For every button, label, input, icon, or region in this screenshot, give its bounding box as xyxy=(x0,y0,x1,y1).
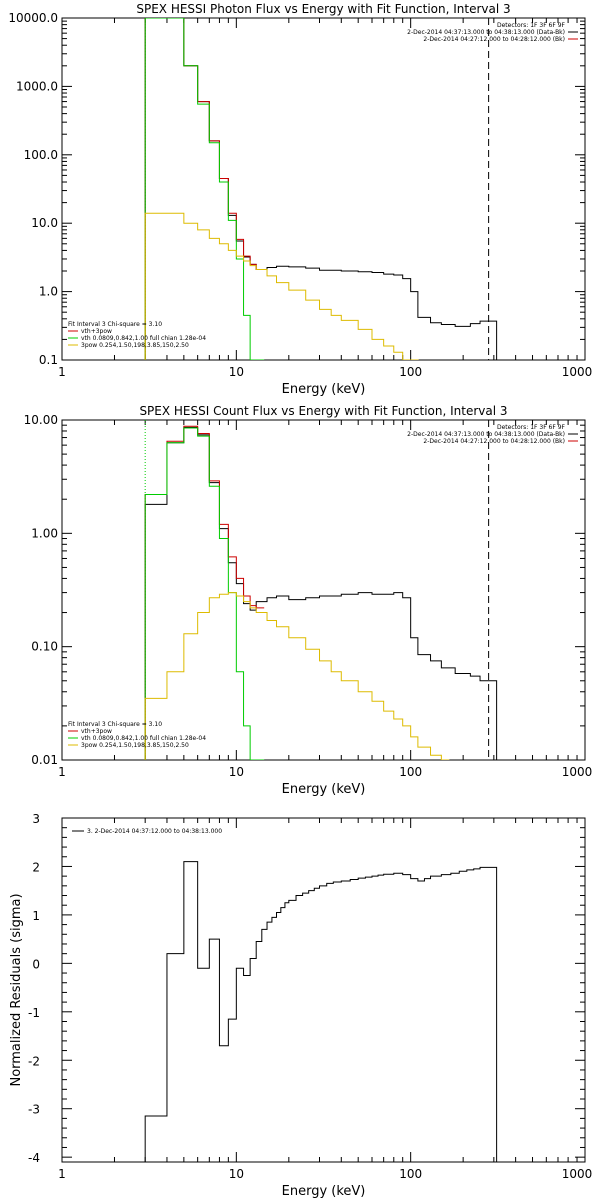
legend-bottom-entry: 3pow 0.254,1.50,198,3.85,150,2.50 xyxy=(81,342,189,349)
chart-panel-2: SPEX HESSI Count Flux vs Energy with Fit… xyxy=(24,404,593,797)
series-thermal xyxy=(144,18,265,360)
x-tick-label: 10 xyxy=(229,1167,244,1181)
y-tick-label: -4 xyxy=(28,1151,40,1165)
y-tick-label: -3 xyxy=(28,1103,40,1117)
x-tick-label: 1 xyxy=(58,1167,66,1181)
legend-bottom-entry: vth+3pow xyxy=(81,328,112,335)
series-data xyxy=(144,426,498,760)
legend-bottom-entry: Fit Interval 3 Chi-square = 3.10 xyxy=(68,721,162,728)
legend-top-entry: Detectors: 1F 3F 6F 9F xyxy=(497,22,566,29)
y-tick-label: 2 xyxy=(32,860,40,874)
chart-panel-3: 1 10 100 1000 Energy (keV) -4 -3 -2 -1 0 1 2 3 Normal… xyxy=(9,812,592,1199)
legend-bottom-entry: vth 0.0809,0.842,1.00 full chian 1.28e-0… xyxy=(81,735,206,742)
legend-bottom-entry: Fit Interval 3 Chi-square = 3.10 xyxy=(68,321,162,328)
x-tick-label: 1 xyxy=(58,365,66,379)
legend-top-entry: 3. 2-Dec-2014 04:37:12.000 to 04:38:13.0… xyxy=(87,828,222,835)
y-tick-label: -2 xyxy=(28,1054,40,1068)
y-tick-label: 0.1 xyxy=(39,353,58,367)
legend-top-entry: Detectors: 1F 3F 6F 9F xyxy=(497,424,566,431)
series-powerlaw xyxy=(144,212,419,360)
x-axis-label: Energy (keV) xyxy=(282,382,366,397)
y-tick-label: 1.0 xyxy=(39,285,58,299)
y-axis-label: Normalized Residuals (sigma) xyxy=(9,893,24,1086)
x-tick-label: 100 xyxy=(399,765,422,779)
y-tick-label: 100.0 xyxy=(24,148,58,162)
y-tick-label: 10.00 xyxy=(24,413,58,427)
y-tick-label: 1.00 xyxy=(31,526,58,540)
series-data xyxy=(144,861,498,1162)
y-tick-label: 0.01 xyxy=(31,753,58,767)
y-tick-label: 3 xyxy=(32,812,40,826)
x-tick-label: 1000 xyxy=(562,765,593,779)
x-tick-label: 1000 xyxy=(562,365,593,379)
legend-bottom-entry: vth+3pow xyxy=(81,728,112,735)
x-tick-label: 100 xyxy=(399,1167,422,1181)
y-tick-label: 10.0 xyxy=(31,216,58,230)
y-tick-label: -1 xyxy=(28,1006,40,1020)
y-tick-label: 1 xyxy=(32,909,40,923)
legend-top-entry: 2-Dec-2014 04:27:12.000 to 04:28:12.000 … xyxy=(423,438,565,445)
legend-top-entry: 2-Dec-2014 04:27:12.000 to 04:28:12.000 … xyxy=(423,36,565,43)
plot-frame xyxy=(61,419,586,761)
plot-frame xyxy=(61,817,586,1163)
y-tick-label: 0.10 xyxy=(31,640,58,654)
x-tick-label: 1000 xyxy=(562,1167,593,1181)
x-tick-label: 10 xyxy=(229,365,244,379)
series-fit xyxy=(144,18,265,360)
series-powerlaw xyxy=(144,592,450,760)
x-axis-label: Energy (keV) xyxy=(282,1184,366,1199)
series-thermal xyxy=(144,427,265,760)
chart-panel-1: SPEX HESSI Photon Flux vs Energy with Fi… xyxy=(8,2,592,397)
x-tick-label: 10 xyxy=(229,765,244,779)
legend-top-entry: 2-Dec-2014 04:37:13.000 to 04:38:13.000 … xyxy=(407,431,565,438)
series-fit xyxy=(144,425,265,760)
plot-frame xyxy=(61,17,586,361)
y-tick-label: 0 xyxy=(32,957,40,971)
x-tick-label: 1 xyxy=(58,765,66,779)
chart-title: SPEX HESSI Photon Flux vs Energy with Fi… xyxy=(136,2,510,16)
x-axis-label: Energy (keV) xyxy=(282,782,366,797)
legend-bottom-entry: 3pow 0.254,1.50,198,3.85,150,2.50 xyxy=(81,742,189,749)
legend-bottom-entry: vth 0.0809,0.842,1.00 full chian 1.28e-0… xyxy=(81,335,206,342)
x-tick-label: 100 xyxy=(399,365,422,379)
y-tick-label: 1000.0 xyxy=(16,79,58,93)
chart-title: SPEX HESSI Count Flux vs Energy with Fit… xyxy=(139,404,507,418)
legend-top-entry: 2-Dec-2014 04:37:13.000 to 04:38:13.000 … xyxy=(407,29,565,36)
y-tick-label: 10000.0 xyxy=(8,11,58,25)
